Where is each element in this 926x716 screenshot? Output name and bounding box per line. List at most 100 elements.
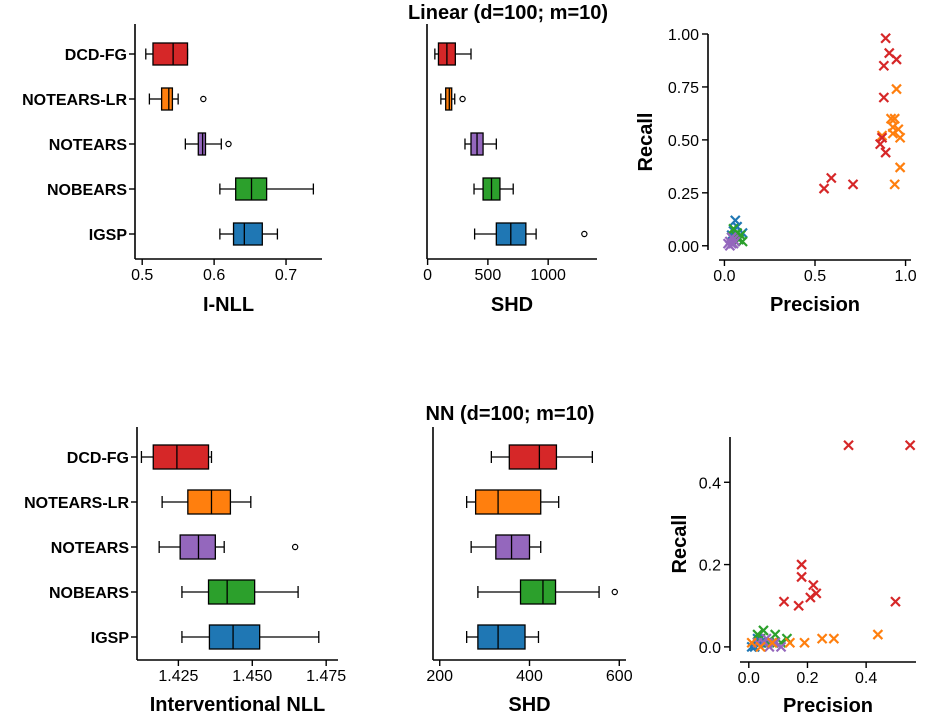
scatter-point-notears-lr xyxy=(766,637,778,649)
category-label-dcd-fg: DCD-FG xyxy=(65,47,127,64)
category-label-notears-lr: NOTEARS-LR xyxy=(24,495,129,512)
box-dcd-fg xyxy=(152,42,189,66)
panel-linear-1-boxplot: 0 500 1000 SHD xyxy=(423,24,597,316)
scatter-point-nobears xyxy=(758,625,769,636)
scatter-point-igsp xyxy=(752,633,763,644)
box-nobears xyxy=(207,579,256,605)
box-notears xyxy=(197,132,207,156)
x-tick-label: 1.425 xyxy=(158,668,198,685)
scatter-point-dcd-fg xyxy=(878,60,890,72)
panel-linear-0-boxplot: 0.5 0.6 0.7 I-NLL DCD-FG NOTEARS-LR NOTEARS NOB… xyxy=(22,24,322,316)
scatter-point-dcd-fg xyxy=(876,132,888,144)
box-igsp xyxy=(232,222,263,246)
box-notears xyxy=(179,534,216,560)
box-notears xyxy=(495,534,531,560)
scatter-point-dcd-fg xyxy=(793,600,804,612)
scatter-point-dcd-fg xyxy=(878,92,890,103)
x-tick-label: 0.7 xyxy=(275,267,297,284)
section-title-nn: NN (d=100; m=10) xyxy=(426,403,595,425)
x-tick-label: 1.475 xyxy=(306,668,346,685)
scatter-point-notears-lr xyxy=(885,113,897,124)
box-dcd-fg xyxy=(152,444,210,470)
y-tick-label: 1.00 xyxy=(668,27,699,44)
x-axis-label: SHD xyxy=(508,694,550,716)
scatter-point-dcd-fg xyxy=(778,596,790,607)
x-tick-label: 0 xyxy=(423,267,432,284)
scatter-point-notears-lr xyxy=(784,637,796,649)
scatter-point-notears-lr xyxy=(876,130,888,141)
category-label-notears: NOTEARS xyxy=(49,137,128,154)
x-tick-label: 0.0 xyxy=(713,268,735,285)
y-tick-label: 0.00 xyxy=(668,239,699,256)
y-tick-label: 0.50 xyxy=(668,133,699,150)
scatter-point-nobears xyxy=(769,629,781,640)
x-axis-label: Precision xyxy=(770,294,860,316)
outlier-point xyxy=(581,230,588,238)
category-label-nobears: NOBEARS xyxy=(47,182,127,199)
category-label-igsp: IGSP xyxy=(91,630,130,647)
panel-linear-2-scatter: 0.0 0.5 1.0 0.00 0.25 0.50 0.75 1.00 Precision Re… xyxy=(635,27,917,316)
scatter-point-notears-lr xyxy=(755,641,766,653)
x-tick-label: 1.0 xyxy=(894,268,916,285)
scatter-point-dcd-fg xyxy=(796,571,807,583)
scatter-point-dcd-fg xyxy=(880,32,891,44)
x-tick-label: 400 xyxy=(516,668,543,685)
panel-nn-1-boxplot: 200 400 600 SHD xyxy=(426,427,633,716)
scatter-point-dcd-fg xyxy=(808,579,819,591)
scatter-point-notears xyxy=(728,238,739,249)
scatter-point-dcd-fg xyxy=(843,439,854,451)
category-label-nobears: NOBEARS xyxy=(49,585,129,602)
scatter-point-notears-lr xyxy=(872,629,884,640)
x-axis-label: SHD xyxy=(491,294,533,316)
section-title-linear: Linear (d=100; m=10) xyxy=(408,2,608,24)
box-notears-lr xyxy=(160,87,174,111)
outlier-point xyxy=(225,140,232,148)
scatter-point-dcd-fg xyxy=(891,54,902,65)
outlier-point xyxy=(291,543,299,551)
category-label-notears-lr: NOTEARS-LR xyxy=(22,92,127,109)
outlier-point xyxy=(611,588,618,596)
outlier-point xyxy=(200,95,207,103)
x-tick-label: 0.5 xyxy=(131,267,153,284)
scatter-point-notears-lr xyxy=(891,83,902,95)
x-tick-label: 1000 xyxy=(530,267,566,284)
chart-panels: 0.5 0.6 0.7 I-NLL DCD-FG NOTEARS-LR NOTEARS NOB… xyxy=(22,24,917,716)
outlier-point xyxy=(459,95,466,103)
scatter-point-dcd-fg xyxy=(810,588,822,599)
x-tick-label: 0.6 xyxy=(203,267,225,284)
scatter-point-notears-lr xyxy=(746,637,758,649)
x-tick-label: 0.2 xyxy=(796,670,818,687)
category-label-dcd-fg: DCD-FG xyxy=(67,450,129,467)
scatter-point-dcd-fg xyxy=(880,147,891,158)
scatter-point-notears-lr xyxy=(828,633,840,644)
x-axis-label: Precision xyxy=(783,695,873,716)
scatter-point-dcd-fg xyxy=(904,439,916,451)
scatter-point-dcd-fg xyxy=(818,183,830,194)
y-axis-label: Recall xyxy=(635,113,657,172)
y-tick-label: 0.2 xyxy=(699,558,721,575)
scatter-point-notears xyxy=(775,641,787,653)
box-igsp xyxy=(208,624,261,650)
category-label-notears: NOTEARS xyxy=(51,540,130,557)
y-tick-label: 0.0 xyxy=(699,640,721,657)
panel-nn-0-boxplot: 1.425 1.450 1.475 Interventional NLL DCD-FG N… xyxy=(24,427,346,716)
scatter-point-notears-lr xyxy=(894,162,906,173)
scatter-point-notears-lr xyxy=(887,128,899,139)
x-axis-label: Interventional NLL xyxy=(150,694,326,716)
x-tick-label: 200 xyxy=(426,668,453,685)
scatter-point-notears xyxy=(761,633,772,644)
scatter-point-dcd-fg xyxy=(847,179,859,190)
scatter-point-dcd-fg xyxy=(890,596,901,607)
x-tick-label: 0.4 xyxy=(855,670,877,687)
box-dcd-fg xyxy=(508,444,558,470)
scatter-point-notears-lr xyxy=(889,179,900,190)
y-tick-label: 0.75 xyxy=(668,80,699,97)
y-tick-label: 0.25 xyxy=(668,186,699,203)
scatter-point-dcd-fg xyxy=(805,592,816,603)
x-tick-label: 0.0 xyxy=(738,670,760,687)
scatter-point-dcd-fg xyxy=(826,172,837,184)
x-tick-label: 1.450 xyxy=(232,668,272,685)
scatter-point-notears-lr xyxy=(799,637,810,649)
box-nobears xyxy=(519,579,557,605)
